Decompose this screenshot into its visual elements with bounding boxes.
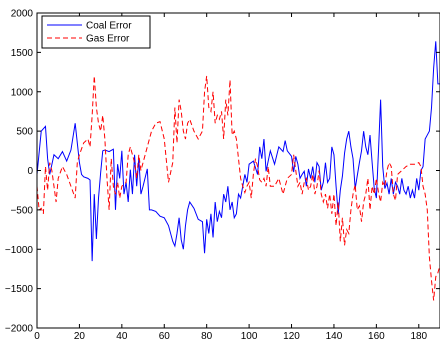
x-tick-label: 80 [201,331,213,342]
axes-box [36,12,440,329]
ticks-layer: 0 20 40 60 80 100 120 140 160 180 −2000 −1500 −1000 −… [5,9,440,342]
y-tick-label: −500 [10,205,33,216]
y-tick-label: 1500 [11,48,34,59]
y-tick-label: −1500 [5,284,34,295]
x-tick-label: 100 [241,331,258,342]
x-tick-label: 0 [34,331,40,342]
x-tick-label: 180 [410,331,427,342]
y-tick-label: 2000 [11,9,34,20]
y-tick-label: 500 [16,127,33,138]
x-tick-label: 120 [283,331,300,342]
x-tick-label: 40 [116,331,128,342]
x-tick-label: 60 [159,331,171,342]
series-line-1 [36,41,440,262]
y-tick-label: −2000 [5,324,34,335]
x-tick-label: 160 [368,331,385,342]
legend: Coal Error Gas Error [41,15,151,49]
legend-box [41,15,151,49]
y-tick-label: −1000 [5,245,34,256]
y-tick-label: 1000 [11,87,34,98]
legend-label: Coal Error [86,21,132,32]
legend-entries: Coal Error Gas Error [47,21,132,45]
series-line-2 [36,75,440,301]
x-tick-label: 20 [74,331,86,342]
y-tick-label: 0 [27,166,33,177]
series-layer [36,41,440,301]
x-tick-label: 140 [326,331,343,342]
legend-label: Gas Error [86,34,130,45]
